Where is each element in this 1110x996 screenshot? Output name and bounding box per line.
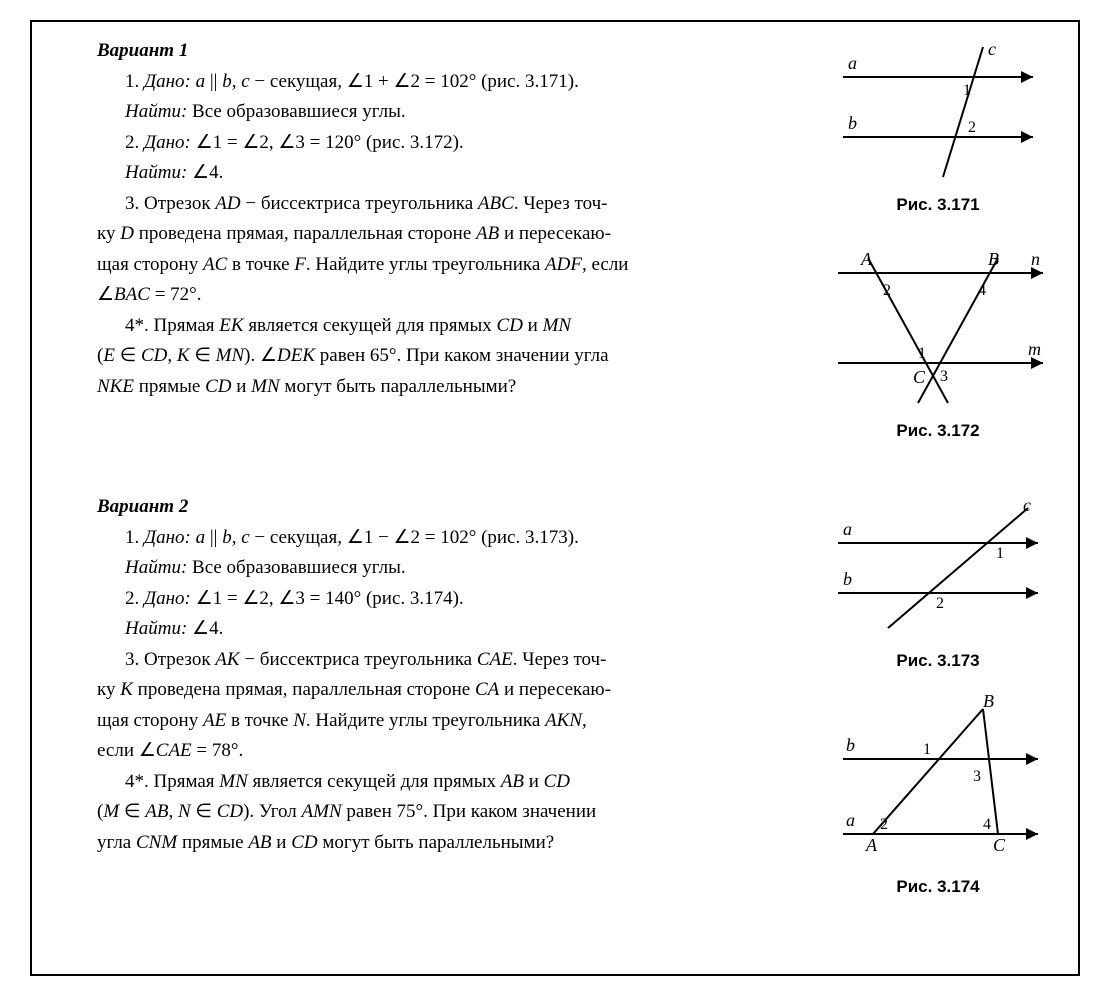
v2-p4a: 4*. Прямая MN является секущей для прямы… (97, 768, 803, 797)
fig171-label-b: b (848, 113, 857, 133)
v1-p4c: NKE прямые CD и MN могут быть параллельн… (97, 373, 803, 402)
fig174-num2: 2 (880, 816, 888, 833)
fig174-caption: Рис. 3.174 (823, 874, 1053, 900)
fig173-label-a: a (843, 519, 852, 539)
fig172-label-n: n (1031, 249, 1040, 269)
v2-p4c: угла CNM прямые AB и CD могут быть парал… (97, 829, 803, 858)
variant-1-figures: a b c 1 2 Рис. 3.171 (823, 37, 1053, 443)
v1-p1-find: Найти: Все образовавшиеся углы. (97, 98, 803, 127)
variant-2-text: Вариант 2 1. Дано: a || b, c − секущая, … (57, 493, 803, 899)
v1-p3a: 3. Отрезок AD − биссектриса треугольника… (97, 190, 803, 219)
v2-p2-find: Найти: ∠4. (97, 615, 803, 644)
fig174-label-A: A (865, 835, 878, 855)
variant-1-block: Вариант 1 1. Дано: a || b, c − секущая, … (57, 37, 1053, 443)
v1-p4a: 4*. Прямая EK является секущей для прямы… (97, 312, 803, 341)
fig172-num1: 1 (918, 345, 926, 362)
variant-1-text: Вариант 1 1. Дано: a || b, c − секущая, … (57, 37, 803, 443)
v2-p2-given: 2. Дано: ∠1 = ∠2, ∠3 = 140° (рис. 3.174)… (97, 585, 803, 614)
v2-p1-given: 1. Дано: a || b, c − секущая, ∠1 − ∠2 = … (97, 524, 803, 553)
figure-3-173: a b c 1 2 Рис. 3.173 (823, 493, 1053, 674)
v2-p3c: щая сторону AE в точке N. Найдите углы т… (97, 707, 803, 736)
fig173-num1: 1 (996, 545, 1004, 562)
fig172-num4: 4 (978, 282, 986, 299)
v2-p4b: (M ∈ AB, N ∈ CD). Угол AMN равен 75°. Пр… (97, 798, 803, 827)
fig172-label-C: C (913, 367, 926, 387)
fig172-num3: 3 (940, 368, 948, 385)
v1-p2-find: Найти: ∠4. (97, 159, 803, 188)
fig173-label-b: b (843, 569, 852, 589)
v1-p1-given: 1. Дано: a || b, c − секущая, ∠1 + ∠2 = … (97, 68, 803, 97)
fig173-caption: Рис. 3.173 (823, 648, 1053, 674)
fig174-label-B: B (983, 691, 994, 711)
figure-3-171: a b c 1 2 Рис. 3.171 (823, 37, 1053, 218)
fig174-num4: 4 (983, 816, 991, 833)
page-frame: Вариант 1 1. Дано: a || b, c − секущая, … (30, 20, 1080, 976)
variant-2-block: Вариант 2 1. Дано: a || b, c − секущая, … (57, 493, 1053, 899)
v1-p3b: ку D проведена прямая, параллельная стор… (97, 220, 803, 249)
fig174-label-C: C (993, 835, 1006, 855)
fig172-label-m: m (1028, 339, 1041, 359)
variant-1-title: Вариант 1 (97, 37, 803, 66)
variant-2-figures: a b c 1 2 Рис. 3.173 (823, 493, 1053, 899)
fig171-label-a: a (848, 53, 857, 73)
fig171-num2: 2 (968, 119, 976, 136)
figure-3-174: b a B A C 1 3 2 4 Рис. 3.174 (823, 689, 1053, 900)
v2-p3d: если ∠CAE = 78°. (97, 737, 803, 766)
v2-p3b: ку K проведена прямая, параллельная стор… (97, 676, 803, 705)
fig171-caption: Рис. 3.171 (823, 192, 1053, 218)
v2-p3a: 3. Отрезок AK − биссектриса треугольника… (97, 646, 803, 675)
v2-p1-find: Найти: Все образовавшиеся углы. (97, 554, 803, 583)
fig173-label-c: c (1023, 495, 1031, 515)
fig174-label-a: a (846, 810, 855, 830)
fig172-num2: 2 (883, 282, 891, 299)
variant-2-title: Вариант 2 (97, 493, 803, 522)
fig172-label-A: A (860, 249, 873, 269)
fig174-num3: 3 (973, 768, 981, 785)
fig174-label-b: b (846, 735, 855, 755)
figure-3-172: A B C n m 2 4 1 3 Рис. 3.172 (823, 233, 1053, 444)
fig172-caption: Рис. 3.172 (823, 418, 1053, 444)
fig171-label-c: c (988, 39, 996, 59)
fig172-label-B: B (988, 249, 999, 269)
v1-p2-given: 2. Дано: ∠1 = ∠2, ∠3 = 120° (рис. 3.172)… (97, 129, 803, 158)
fig174-num1: 1 (923, 741, 931, 758)
v1-p4b: (E ∈ CD, K ∈ MN). ∠DEK равен 65°. При ка… (97, 342, 803, 371)
v1-p3c: щая сторону AC в точке F. Найдите углы т… (97, 251, 803, 280)
fig173-num2: 2 (936, 595, 944, 612)
fig171-num1: 1 (963, 82, 971, 99)
v1-p3d: ∠BAC = 72°. (97, 281, 803, 310)
